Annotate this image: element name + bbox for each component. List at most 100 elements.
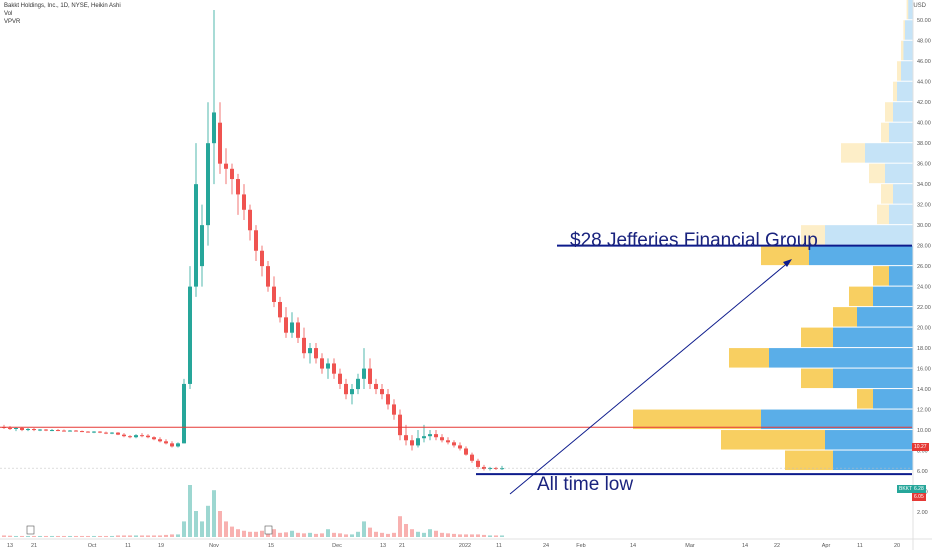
candle-body [380, 389, 384, 394]
indicator-vpvr-label: VPVR [4, 19, 20, 25]
y-axis-tick-label: 32.00 [917, 203, 931, 209]
candle-body [452, 442, 456, 445]
earnings-marker-icon [27, 526, 34, 534]
vpvr-bar-down [903, 20, 905, 39]
candle-body [206, 143, 210, 225]
volume-bar [296, 533, 300, 537]
candle-body [116, 433, 120, 435]
vpvr-bar-down [785, 451, 833, 470]
volume-bar [398, 516, 402, 537]
currency-label: USD [913, 3, 926, 9]
vpvr-bar-down [893, 82, 897, 101]
x-axis-tick-label: 24 [543, 543, 549, 549]
candle-body [188, 287, 192, 384]
candle-body [260, 251, 264, 266]
vpvr-bar-up [901, 61, 913, 80]
candle-body [104, 433, 108, 434]
current-price-tag: 6.28 [912, 485, 926, 493]
vpvr-bar-up [889, 266, 913, 285]
candle-body [398, 415, 402, 435]
candle-body [266, 266, 270, 286]
y-axis-tick-label: 42.00 [917, 100, 931, 106]
candle-body [254, 230, 258, 250]
volume-bar [62, 536, 66, 537]
vpvr-bar-down [881, 123, 889, 142]
candle-body [128, 436, 132, 437]
volume-bar [464, 534, 468, 537]
volume-bar [404, 524, 408, 537]
volume-bar [92, 536, 96, 537]
candle-body [170, 443, 174, 446]
volume-bar [500, 535, 504, 537]
volume-bar [140, 535, 144, 537]
price-lines [0, 246, 912, 494]
volume-bar [2, 535, 6, 537]
volume-bar [458, 534, 462, 537]
volume-bar [170, 534, 174, 537]
candle-body [230, 169, 234, 179]
volume-bar [374, 532, 378, 537]
vpvr-bar-down [877, 205, 889, 224]
volume-bar [218, 511, 222, 537]
volume-bar [410, 529, 414, 537]
vpvr-bar-up [865, 143, 913, 162]
chart-title: Bakkt Holdings, Inc., 1D, NYSE, Heikin A… [4, 3, 121, 9]
volume-bar [176, 534, 180, 537]
candle-body [326, 363, 330, 368]
vpvr-bar-down [897, 61, 901, 80]
y-axis-tick-label: 12.00 [917, 408, 931, 414]
vpvr-bar-up [873, 287, 913, 306]
x-axis-tick-label: 19 [158, 543, 164, 549]
candle-body [98, 432, 102, 433]
x-axis-tick-label: 2022 [459, 543, 471, 549]
vpvr-bar-down [721, 430, 825, 449]
candle-body [248, 210, 252, 230]
volume-bar [488, 535, 492, 537]
candle-body [314, 348, 318, 358]
volume-bar [104, 536, 108, 537]
x-axis-tick-label: 22 [774, 543, 780, 549]
candle-body [152, 437, 156, 439]
volume-bar [272, 529, 276, 537]
candle-body [416, 438, 420, 445]
volume-bar [80, 536, 84, 537]
volume-bar [308, 533, 312, 537]
volume-bar [284, 532, 288, 537]
y-axis-tick-label: 22.00 [917, 305, 931, 311]
volume-bar [314, 534, 318, 537]
candle-body [392, 404, 396, 414]
volume-bar [380, 533, 384, 537]
candle-body [296, 322, 300, 337]
volume-bar [392, 533, 396, 537]
y-axis-tick-label: 30.00 [917, 223, 931, 229]
volume-bar [230, 527, 234, 537]
y-axis-tick-label: 46.00 [917, 59, 931, 65]
vpvr-bar-up [825, 225, 913, 244]
candle-body [68, 431, 72, 432]
vpvr-bar-up [873, 389, 913, 408]
candle-body [200, 225, 204, 266]
target-annotation: $28 Jefferies Financial Group [570, 230, 818, 252]
volume-bar [8, 536, 12, 537]
vpvr-bar-up [833, 451, 913, 470]
volume-bars [2, 485, 504, 537]
candle-body [224, 164, 228, 169]
x-axis-tick-label: Feb [576, 543, 585, 549]
candle-body [164, 441, 168, 443]
y-axis-tick-label: 28.00 [917, 244, 931, 250]
candle-body [92, 432, 96, 433]
candle-body [86, 432, 90, 433]
y-axis-tick-label: 40.00 [917, 121, 931, 127]
vpvr-bar-down [633, 410, 761, 429]
candle-body [284, 317, 288, 332]
candle-body [32, 429, 36, 430]
candle-body [272, 287, 276, 302]
candle-body [464, 448, 468, 454]
volume-bar [212, 490, 216, 537]
candle-body [194, 184, 198, 286]
volume-bar [98, 536, 102, 537]
low-price-tag: 6.05 [912, 493, 926, 501]
vpvr-bar-down [801, 369, 833, 388]
volume-bar [68, 536, 72, 537]
